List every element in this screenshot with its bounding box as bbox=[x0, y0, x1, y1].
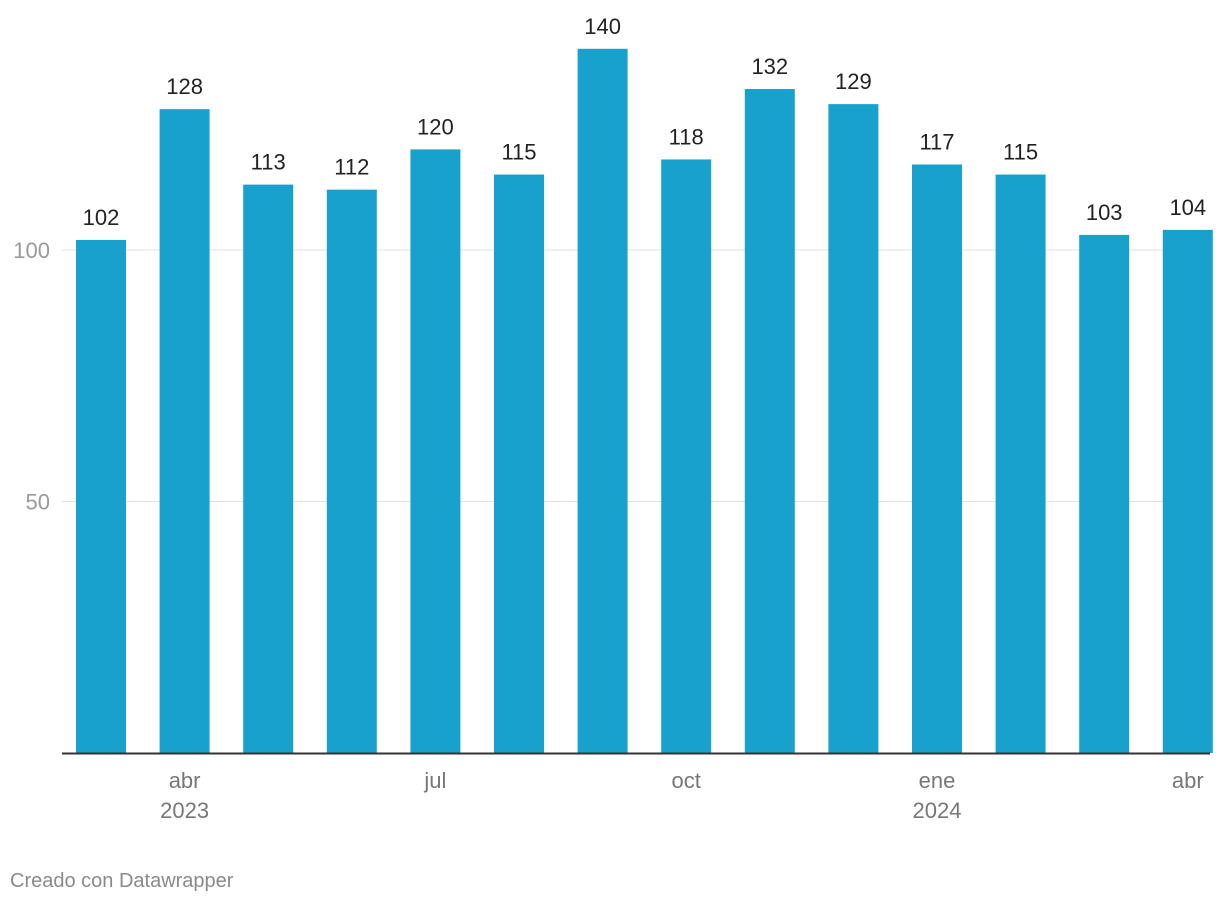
x-tick-label-0: abr bbox=[169, 768, 201, 793]
bar-dic-2023 bbox=[828, 104, 879, 753]
x-tick-label-1: jul bbox=[423, 768, 446, 793]
axis-layer: abr 2023 jul oct ene 2024 abr bbox=[62, 752, 1210, 823]
bar-oct-2023 bbox=[661, 159, 712, 753]
label-layer: 102 128 113 112 120 115 140 118 132 129 117 115 103 1… bbox=[83, 14, 1207, 230]
data-label-1: 128 bbox=[166, 74, 203, 99]
bar-ene-2024 bbox=[912, 164, 962, 754]
y-tick-label-100: 100 bbox=[13, 238, 50, 263]
data-label-6: 140 bbox=[584, 14, 621, 39]
data-label-2: 113 bbox=[251, 150, 286, 175]
data-label-3: 112 bbox=[334, 155, 369, 180]
data-label-13: 104 bbox=[1169, 195, 1206, 220]
x-tick-label-2: oct bbox=[672, 768, 701, 793]
bar-mar-2024 bbox=[1079, 234, 1130, 753]
bar-feb-2024 bbox=[995, 174, 1046, 754]
credit-text: Creado con Datawrapper bbox=[10, 870, 234, 892]
data-label-10: 117 bbox=[919, 129, 954, 154]
bar-ago-2023 bbox=[494, 174, 544, 754]
bar-mar-2023 bbox=[76, 239, 126, 753]
data-label-11: 115 bbox=[1003, 140, 1038, 165]
data-label-8: 132 bbox=[751, 54, 788, 79]
x-tick-label-4: abr bbox=[1172, 768, 1204, 793]
bar-may-2023 bbox=[243, 184, 294, 754]
x-tick-year-3: 2024 bbox=[913, 798, 962, 823]
data-label-9: 129 bbox=[835, 69, 872, 94]
data-label-7: 118 bbox=[669, 124, 704, 149]
y-tick-label-50: 50 bbox=[26, 490, 50, 515]
data-label-4: 120 bbox=[417, 114, 454, 139]
x-tick-label-3: ene bbox=[919, 768, 956, 793]
bar-jul-2023 bbox=[410, 149, 461, 753]
bar-abr-2023 bbox=[159, 109, 210, 753]
bar-jun-2023 bbox=[326, 189, 377, 753]
bar-sep-2023 bbox=[577, 48, 628, 754]
data-label-12: 103 bbox=[1086, 200, 1123, 225]
data-label-0: 102 bbox=[83, 205, 120, 230]
bar-abr-2024 bbox=[1162, 229, 1213, 753]
x-tick-year-0: 2023 bbox=[160, 798, 209, 823]
bar-nov-2023 bbox=[744, 89, 795, 754]
bar-layer bbox=[76, 48, 1213, 754]
data-label-5: 115 bbox=[501, 140, 536, 165]
